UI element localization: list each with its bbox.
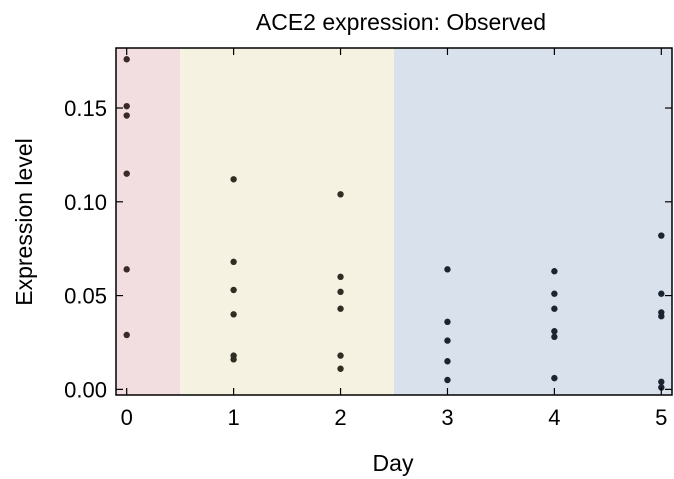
- data-point: [444, 266, 451, 273]
- data-point: [230, 258, 237, 266]
- background-bands: [116, 48, 672, 395]
- background-band-2: [394, 48, 672, 395]
- background-band-1: [180, 48, 394, 395]
- data-point: [337, 273, 344, 281]
- x-axis-ticks: 0 1 2 3 4 5: [121, 48, 667, 430]
- data-points: [123, 56, 665, 391]
- data-point: [658, 290, 665, 297]
- data-point: [444, 376, 451, 384]
- data-point: [551, 268, 558, 275]
- data-point: [230, 311, 237, 318]
- data-point: [658, 313, 665, 320]
- data-point: [551, 290, 558, 297]
- data-point: [123, 331, 130, 339]
- data-point: [658, 232, 665, 239]
- x-tick-label: 2: [334, 405, 346, 430]
- data-point: [123, 266, 130, 273]
- data-point: [337, 191, 344, 198]
- x-tick-label: 1: [227, 405, 239, 430]
- background-band-0: [116, 48, 181, 395]
- x-axis-label: Day: [373, 450, 414, 476]
- data-point: [658, 378, 665, 386]
- data-point: [123, 112, 130, 119]
- chart-title: ACE2 expression: Observed: [256, 9, 546, 35]
- data-point: [658, 384, 665, 391]
- data-point: [551, 305, 558, 312]
- y-axis-label: Expression level: [11, 138, 37, 305]
- y-tick-label: 0.00: [64, 377, 107, 402]
- data-point: [337, 352, 344, 359]
- data-point: [337, 365, 344, 372]
- y-tick-label: 0.05: [64, 284, 107, 309]
- data-point: [551, 333, 558, 341]
- data-point: [123, 102, 130, 110]
- y-tick-label: 0.10: [64, 190, 107, 215]
- data-point: [123, 170, 130, 177]
- x-tick-label: 4: [548, 405, 560, 430]
- x-tick-label: 3: [441, 405, 453, 430]
- data-point: [551, 328, 558, 335]
- y-axis-ticks: 0.00 0.05 0.10 0.15: [64, 96, 672, 402]
- plot-frame: [115, 47, 673, 396]
- data-point: [230, 176, 237, 183]
- data-point: [444, 358, 451, 365]
- data-point: [123, 56, 130, 63]
- data-point: [444, 337, 451, 344]
- data-point: [551, 374, 558, 382]
- data-point: [337, 305, 344, 312]
- data-point: [230, 356, 237, 363]
- data-point: [444, 318, 451, 326]
- y-tick-label: 0.15: [64, 96, 107, 121]
- x-tick-label: 5: [655, 405, 667, 430]
- data-point: [230, 286, 237, 294]
- x-tick-label: 0: [121, 405, 133, 430]
- data-point: [337, 288, 344, 296]
